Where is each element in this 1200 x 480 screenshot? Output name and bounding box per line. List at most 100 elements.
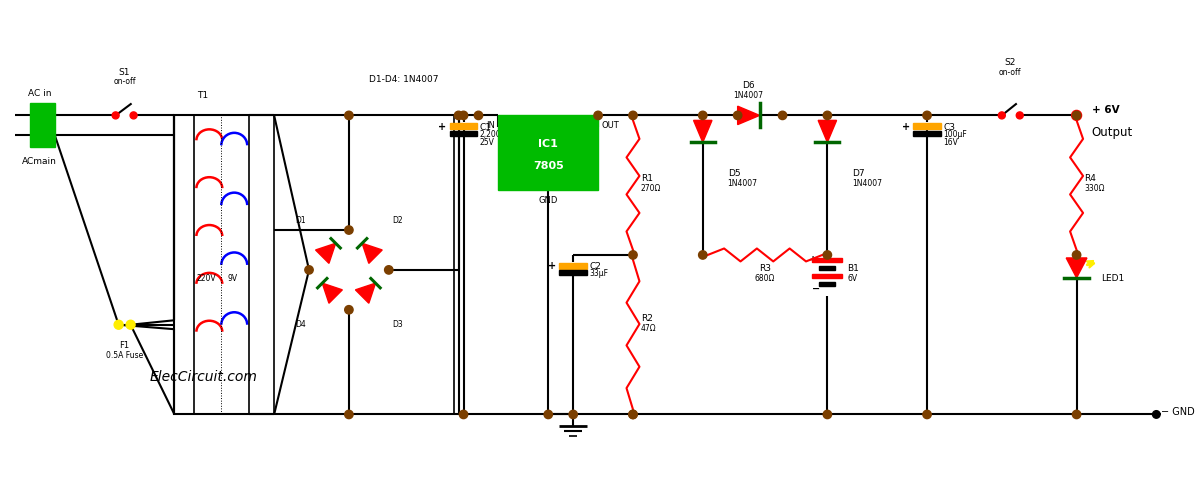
Polygon shape bbox=[323, 284, 342, 304]
Text: IN: IN bbox=[486, 121, 496, 130]
Bar bbox=[450, 132, 478, 136]
Circle shape bbox=[1073, 251, 1081, 260]
Text: 16V: 16V bbox=[943, 138, 958, 146]
Text: 6V: 6V bbox=[847, 273, 858, 282]
Text: C1: C1 bbox=[480, 122, 492, 132]
Text: D2: D2 bbox=[391, 216, 402, 225]
Text: 100μF: 100μF bbox=[943, 130, 967, 139]
Circle shape bbox=[823, 112, 832, 120]
Text: 7805: 7805 bbox=[533, 160, 564, 170]
Text: S2: S2 bbox=[1004, 58, 1015, 66]
Circle shape bbox=[474, 112, 482, 120]
Text: C2: C2 bbox=[589, 262, 601, 271]
Polygon shape bbox=[738, 107, 760, 125]
Text: 1N4007: 1N4007 bbox=[727, 179, 757, 188]
Text: 0.5A Fuse: 0.5A Fuse bbox=[106, 350, 143, 359]
Circle shape bbox=[114, 321, 124, 330]
Text: S1: S1 bbox=[119, 67, 131, 76]
Bar bbox=[274, 116, 454, 415]
Bar bbox=[194, 116, 250, 415]
Text: R2: R2 bbox=[641, 313, 653, 322]
Circle shape bbox=[823, 251, 832, 260]
Text: ElecCircuit.com: ElecCircuit.com bbox=[150, 369, 257, 383]
Circle shape bbox=[130, 113, 137, 120]
Circle shape bbox=[344, 410, 353, 419]
Text: C3: C3 bbox=[943, 122, 955, 132]
Bar bbox=[812, 275, 842, 278]
Text: 330Ω: 330Ω bbox=[1085, 184, 1105, 193]
Text: D7: D7 bbox=[852, 169, 865, 178]
Circle shape bbox=[1152, 411, 1160, 419]
Text: 220V: 220V bbox=[197, 273, 216, 282]
Text: D6: D6 bbox=[743, 81, 755, 90]
Text: T1: T1 bbox=[197, 91, 209, 100]
Polygon shape bbox=[818, 121, 836, 143]
Circle shape bbox=[629, 410, 637, 419]
Text: D1: D1 bbox=[295, 216, 306, 225]
Bar bbox=[820, 283, 835, 286]
Polygon shape bbox=[1067, 258, 1087, 278]
Text: 33μF: 33μF bbox=[589, 269, 608, 278]
Circle shape bbox=[923, 112, 931, 120]
Polygon shape bbox=[362, 244, 383, 264]
Text: 1N4007: 1N4007 bbox=[852, 179, 882, 188]
Circle shape bbox=[1072, 111, 1081, 121]
Bar bbox=[498, 116, 598, 191]
Bar bbox=[820, 267, 835, 270]
Circle shape bbox=[455, 112, 463, 120]
Circle shape bbox=[629, 410, 637, 419]
Text: 1N4007: 1N4007 bbox=[733, 91, 763, 100]
Bar bbox=[450, 124, 478, 130]
Circle shape bbox=[569, 410, 577, 419]
Text: R3: R3 bbox=[760, 264, 772, 272]
Text: +: + bbox=[810, 254, 817, 264]
Bar bbox=[913, 124, 941, 130]
Text: IC1: IC1 bbox=[539, 139, 558, 148]
Circle shape bbox=[344, 306, 353, 314]
Text: B1: B1 bbox=[847, 264, 859, 272]
Text: + 6V: + 6V bbox=[1092, 105, 1120, 115]
Polygon shape bbox=[694, 121, 712, 143]
Circle shape bbox=[823, 410, 832, 419]
Text: on-off: on-off bbox=[998, 67, 1021, 76]
Circle shape bbox=[460, 112, 468, 120]
Circle shape bbox=[779, 112, 787, 120]
Text: +: + bbox=[548, 261, 557, 271]
Text: on-off: on-off bbox=[113, 77, 136, 86]
Text: LED1: LED1 bbox=[1102, 274, 1124, 283]
Circle shape bbox=[1073, 112, 1081, 120]
Text: D1-D4: 1N4007: D1-D4: 1N4007 bbox=[368, 74, 438, 84]
Text: D5: D5 bbox=[727, 169, 740, 178]
Text: 270Ω: 270Ω bbox=[641, 184, 661, 193]
Circle shape bbox=[629, 112, 637, 120]
Text: 2,200μF: 2,200μF bbox=[480, 130, 510, 139]
Bar bbox=[174, 116, 458, 415]
Text: +: + bbox=[438, 121, 446, 132]
Text: D4: D4 bbox=[295, 319, 306, 328]
Circle shape bbox=[384, 266, 392, 275]
Circle shape bbox=[112, 113, 119, 120]
Text: 680Ω: 680Ω bbox=[755, 273, 775, 282]
Bar bbox=[559, 271, 587, 276]
Circle shape bbox=[698, 112, 707, 120]
Circle shape bbox=[460, 410, 468, 419]
Circle shape bbox=[344, 227, 353, 235]
Circle shape bbox=[1073, 410, 1081, 419]
Text: 47Ω: 47Ω bbox=[641, 323, 656, 332]
Circle shape bbox=[305, 266, 313, 275]
Text: −: − bbox=[812, 283, 821, 293]
Text: D3: D3 bbox=[391, 319, 402, 328]
Text: AC in: AC in bbox=[28, 89, 52, 98]
Text: OUT: OUT bbox=[601, 121, 619, 130]
Bar bbox=[30, 104, 55, 148]
Bar bbox=[559, 264, 587, 269]
Circle shape bbox=[733, 112, 742, 120]
Text: − GND: − GND bbox=[1162, 407, 1195, 417]
Text: Output: Output bbox=[1092, 126, 1133, 139]
Circle shape bbox=[544, 410, 552, 419]
Circle shape bbox=[698, 251, 707, 260]
Text: +: + bbox=[902, 121, 910, 132]
Bar bbox=[812, 259, 842, 263]
Circle shape bbox=[629, 251, 637, 260]
Circle shape bbox=[126, 321, 136, 330]
